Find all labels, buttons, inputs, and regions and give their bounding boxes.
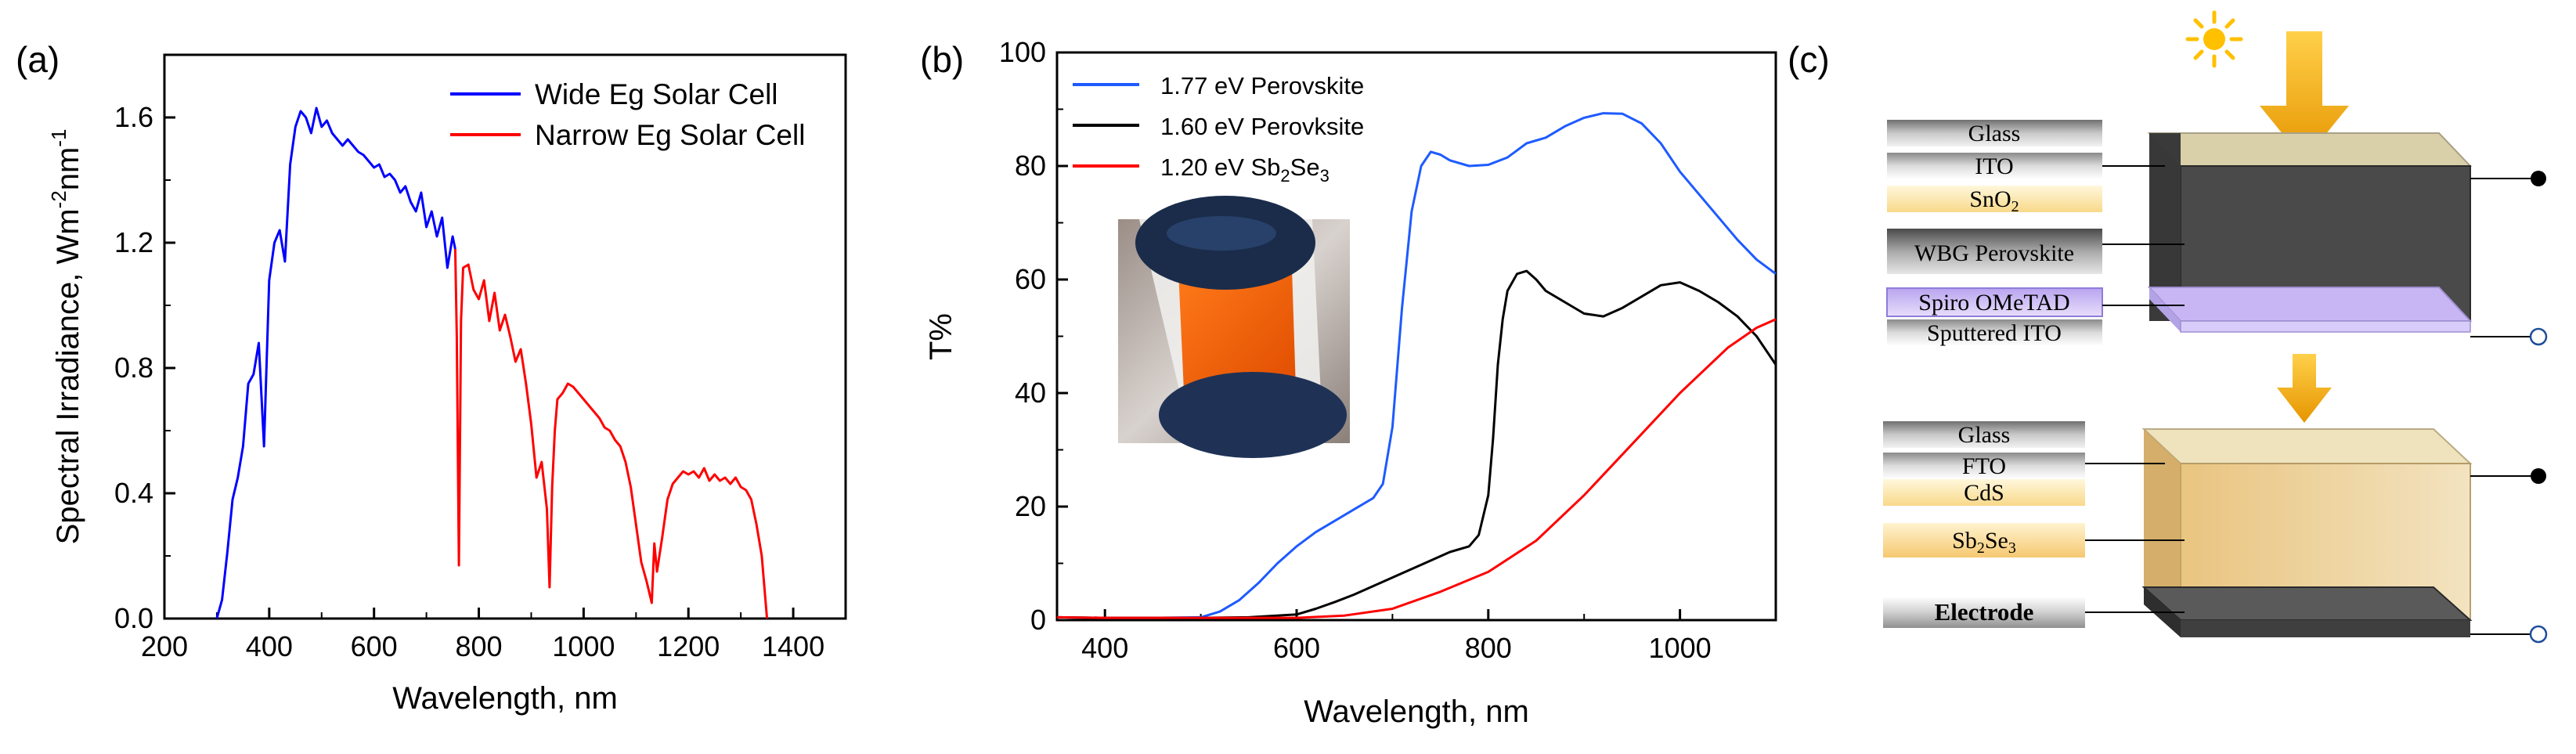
panel-b-ytick-label: 40 bbox=[1015, 377, 1046, 409]
layer-glass-bottom bbox=[1883, 421, 2085, 448]
panel-b-ytick-label: 0 bbox=[1030, 604, 1046, 636]
panel-b-xtick-label: 1000 bbox=[1649, 632, 1712, 664]
bottom-layer-labels: Glass FTO CdS Sb2Se3 Electrode bbox=[1883, 421, 2185, 628]
panel-b-ytick-label: 80 bbox=[1015, 150, 1046, 182]
layer-spiro bbox=[1886, 287, 2103, 317]
panel-b-series-pvk160 bbox=[1057, 269, 1776, 619]
panel-a-xtick-label: 800 bbox=[455, 630, 502, 662]
terminal-open-icon bbox=[2529, 327, 2548, 346]
panel-b-legend: 1.77 eV Perovskite 1.60 eV Perovksite 1.… bbox=[1073, 72, 1364, 186]
panel-a-legend: Wide Eg Solar Cell Narrow Eg Solar Cell bbox=[450, 78, 805, 151]
terminal-open-bottom-icon bbox=[2529, 625, 2548, 644]
panel-a-xtick-label: 1400 bbox=[762, 630, 824, 662]
legend-narrow-label: Narrow Eg Solar Cell bbox=[535, 119, 805, 151]
layer-fto-label: FTO bbox=[1962, 453, 2006, 479]
panel-a-ytick-label: 0.0 bbox=[114, 602, 153, 634]
layer-glass-top bbox=[1887, 120, 2102, 146]
layer-wbg-perovskite bbox=[1887, 229, 2102, 274]
panel-a-xtick-label: 1000 bbox=[552, 630, 615, 662]
layer-electrode-label: Electrode bbox=[1935, 598, 2034, 626]
panel-a-series-wide bbox=[215, 106, 456, 619]
panel-c-schematic: (c) Gl bbox=[1788, 10, 2548, 644]
down-arrow-small-icon bbox=[2277, 354, 2332, 423]
layer-sputtered-ito-label: Sputtered ITO bbox=[1927, 320, 2062, 346]
panel-b-label: (b) bbox=[920, 39, 964, 80]
panel-a-label: (a) bbox=[16, 39, 60, 80]
panel-a-ytick-label: 0.8 bbox=[114, 352, 153, 384]
legend-pvk177-label: 1.77 eV Perovskite bbox=[1160, 72, 1364, 99]
inset-photo-glove-highlight bbox=[1167, 216, 1276, 251]
layer-electrode bbox=[1883, 597, 2085, 628]
panel-b-chart: (b) 400 600 800 1000 0 20 40 60 80 100 Wavelength… bbox=[920, 36, 1777, 729]
layer-fto bbox=[1883, 453, 2085, 479]
panel-a-series-group bbox=[215, 106, 769, 619]
panel-b-xlabel: Wavelength, nm bbox=[1304, 694, 1529, 729]
panel-b-series-sbse bbox=[1057, 318, 1776, 619]
layer-sno2-label: SnO2 bbox=[1969, 186, 2019, 215]
panel-a-xtick-label: 400 bbox=[246, 630, 293, 662]
terminal-filled-icon bbox=[2531, 171, 2546, 186]
layer-sno2 bbox=[1887, 186, 2102, 212]
panel-a-series-narrow bbox=[453, 248, 769, 619]
layer-spiro-label: Spiro OMeTAD bbox=[1918, 290, 2069, 316]
device-bottom bbox=[2141, 428, 2473, 637]
legend-sbse-label: 1.20 eV Sb2Se3 bbox=[1160, 153, 1329, 186]
panel-a-xtick-label: 200 bbox=[141, 630, 188, 662]
panel-a-ytick-label: 1.6 bbox=[114, 101, 153, 133]
layer-glass-top-label: Glass bbox=[1968, 121, 2021, 146]
top-layer-labels: Glass ITO SnO2 WBG Perovskite Spiro OMeT… bbox=[1886, 120, 2185, 346]
panel-a-chart: (a) 200 400 600 800 1000 1200 1400 0.0 0.4 0.8 1.2… bbox=[16, 39, 847, 716]
panel-a-ylabel: Spectral Irradiance, Wm-2nm-1 bbox=[47, 129, 85, 545]
inset-photo-glove-bottom bbox=[1159, 372, 1347, 458]
layer-glass-bottom-label: Glass bbox=[1958, 422, 2011, 448]
down-arrow-icon bbox=[2260, 31, 2349, 161]
panel-a-xtick-label: 600 bbox=[351, 630, 398, 662]
layer-sb2se3 bbox=[1883, 523, 2085, 557]
layer-cds bbox=[1883, 479, 2085, 506]
panel-a-xtick-label: 1200 bbox=[657, 630, 720, 662]
layer-sputtered-ito bbox=[1887, 319, 2102, 346]
layer-sb2se3-label: Sb2Se3 bbox=[1952, 528, 2016, 557]
panel-a-ytick-label: 1.2 bbox=[114, 226, 153, 258]
panel-b-ticks: 400 600 800 1000 0 20 40 60 80 100 bbox=[999, 36, 1712, 664]
panel-a-ytick-label: 0.4 bbox=[114, 477, 153, 509]
panel-b-xtick-label: 400 bbox=[1081, 632, 1128, 664]
inset-photo bbox=[1118, 196, 1350, 458]
layer-wbg-perovskite-label: WBG Perovskite bbox=[1914, 240, 2074, 266]
terminal-filled-bottom-icon bbox=[2531, 468, 2546, 484]
panel-b-xtick-label: 600 bbox=[1273, 632, 1320, 664]
inset-photo-cell bbox=[1178, 268, 1296, 391]
panel-b-ytick-label: 100 bbox=[999, 36, 1046, 68]
panel-c-label: (c) bbox=[1788, 39, 1830, 80]
panel-a-ticks: 200 400 600 800 1000 1200 1400 0.0 0.4 0.8 1.2 1.6 bbox=[114, 101, 824, 662]
legend-wide-label: Wide Eg Solar Cell bbox=[535, 78, 778, 110]
layer-ito bbox=[1887, 153, 2102, 179]
device-top bbox=[2147, 132, 2473, 333]
panel-b-xtick-label: 800 bbox=[1465, 632, 1512, 664]
layer-cds-label: CdS bbox=[1964, 480, 2004, 506]
panel-b-series-pvk177 bbox=[1057, 112, 1776, 619]
panel-a-xlabel: Wavelength, nm bbox=[392, 681, 618, 716]
panel-b-ytick-label: 20 bbox=[1015, 490, 1046, 522]
panel-a-frame bbox=[163, 53, 847, 620]
layer-ito-label: ITO bbox=[1975, 153, 2013, 179]
panel-b-ytick-label: 60 bbox=[1015, 263, 1046, 295]
panel-b-ylabel: T% bbox=[924, 313, 958, 360]
legend-pvk160-label: 1.60 eV Perovksite bbox=[1160, 113, 1364, 140]
panel-b-series-group bbox=[1057, 112, 1776, 619]
sun-icon bbox=[2185, 10, 2243, 68]
